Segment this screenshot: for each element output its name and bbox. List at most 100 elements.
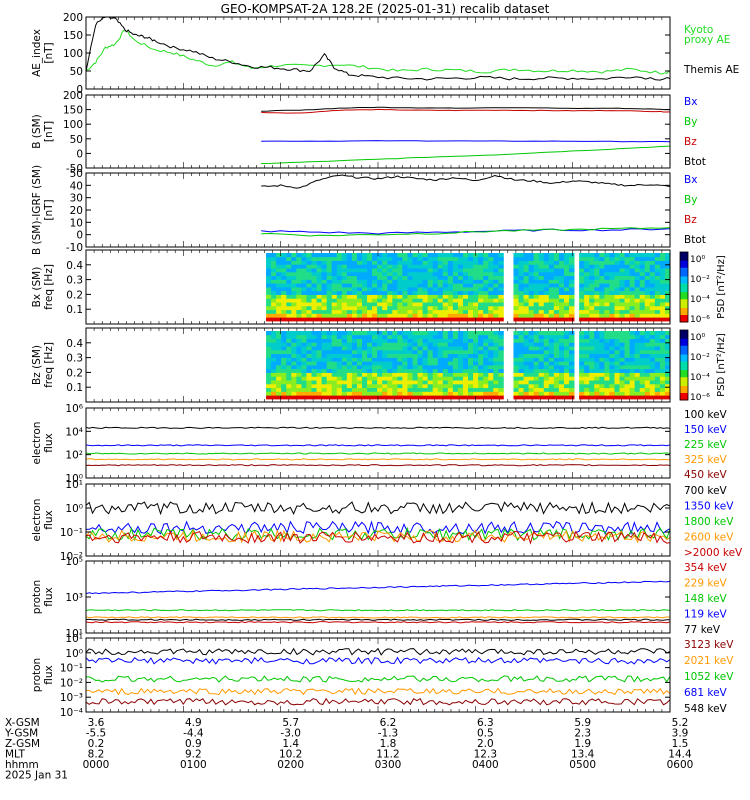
spectrogram-cell	[447, 342, 454, 347]
spectrogram-cell	[372, 309, 378, 314]
spectrogram-cell	[266, 334, 272, 339]
spectrogram-cell	[462, 395, 469, 400]
spectrogram-cell	[468, 298, 474, 303]
spectrogram-cell	[599, 357, 605, 362]
spectrogram-cell	[291, 298, 297, 303]
spectrogram-cell	[589, 253, 595, 258]
spectrogram-cell	[377, 302, 383, 307]
spectrogram-cell	[341, 305, 348, 311]
spectrogram-cell	[286, 376, 292, 381]
colorbar-band	[680, 280, 688, 283]
spectrogram-cell	[563, 294, 570, 299]
legend-entry: 225 keV	[684, 439, 728, 451]
spectrogram-cell	[659, 342, 666, 347]
spectrogram-cell	[533, 309, 540, 314]
spectrogram-cell	[291, 305, 297, 311]
spectrogram-cell	[498, 294, 504, 299]
spectrogram-cell	[351, 395, 358, 400]
spectrogram-cell	[447, 302, 454, 307]
spectrogram-cell	[493, 305, 499, 311]
spectrogram-cell	[589, 309, 595, 314]
spectrogram-cell	[306, 279, 312, 284]
spectrogram-cell	[356, 372, 363, 377]
spectrogram-cell	[579, 338, 585, 343]
spectrogram-cell	[563, 338, 570, 343]
spectrogram-cell	[584, 387, 590, 392]
spectrogram-cell	[569, 349, 575, 355]
spectrogram-cell	[664, 353, 671, 358]
spectrogram-cell	[498, 302, 504, 307]
spectrogram-cell	[437, 338, 444, 343]
spectrogram-cell	[639, 313, 646, 318]
spectrogram-cell	[538, 380, 545, 385]
spectrogram-cell	[291, 353, 297, 358]
spectrogram-cell	[452, 338, 459, 343]
spectrogram-cell	[462, 372, 469, 377]
spectrogram-cell	[266, 353, 272, 358]
spectrogram-cell	[563, 395, 570, 400]
spectrogram-cell	[427, 264, 434, 269]
colorbar-band	[680, 393, 688, 396]
spectrogram-cell	[634, 331, 641, 336]
spectrogram-cell	[609, 361, 615, 366]
spectrogram-cell	[468, 294, 474, 299]
spectrogram-cell	[604, 313, 610, 318]
spectrogram-cell	[447, 294, 454, 299]
spectrogram-cell	[422, 309, 429, 314]
spectrogram-cell	[346, 279, 353, 284]
spectrogram-cell	[387, 353, 393, 358]
spectrogram-cell	[422, 346, 429, 351]
spectrogram-cell	[407, 317, 413, 322]
spectrogram-cell	[432, 256, 439, 261]
spectrogram-cell	[397, 287, 403, 292]
colorbar-band	[680, 365, 688, 368]
spectrogram-cell	[301, 298, 307, 303]
spectrogram-cell	[346, 353, 353, 358]
spectrogram-cell	[422, 391, 429, 396]
spectrogram-cell	[336, 302, 343, 307]
spectrogram-cell	[397, 353, 403, 358]
colorbar-tick-label: 10⁻²	[690, 353, 710, 363]
spectrogram-cell	[473, 253, 479, 258]
spectrogram-cell	[367, 349, 373, 355]
legend-entry: Bx	[684, 174, 697, 186]
x-row-label: hhmm	[5, 759, 39, 771]
spectrogram-cell	[664, 302, 671, 307]
spectrogram-cell	[407, 253, 413, 258]
spectrogram-cell	[377, 346, 383, 351]
spectrogram-cell	[589, 376, 595, 381]
spectrogram-cell	[594, 368, 600, 373]
spectrogram-cell	[291, 372, 297, 377]
spectrogram-cell	[594, 305, 600, 311]
spectrogram-cell	[447, 260, 454, 265]
spectrogram-cell	[457, 357, 464, 362]
spectrogram-cell	[473, 395, 479, 400]
spectrogram-cell	[382, 268, 388, 273]
spectrogram-cell	[321, 294, 328, 299]
spectrogram-cell	[493, 287, 499, 292]
spectrogram-cell	[266, 287, 272, 292]
spectrogram-cell	[271, 376, 277, 381]
spectrogram-cell	[387, 305, 393, 311]
spectrogram-cell	[654, 387, 661, 392]
spectrogram-cell	[513, 376, 519, 381]
spectrogram-cell	[447, 357, 454, 362]
spectrogram-cell	[457, 338, 464, 343]
spectrogram-cell	[548, 279, 555, 284]
spectrogram-cell	[437, 313, 444, 318]
spectrogram-cell	[392, 361, 398, 366]
spectrogram-cell	[538, 395, 545, 400]
spectrogram-cell	[362, 283, 368, 288]
spectrogram-cell	[634, 357, 641, 362]
spectrogram-cell	[407, 283, 413, 288]
spectrogram-cell	[609, 256, 615, 261]
spectrogram-cell	[599, 372, 605, 377]
spectrogram-cell	[291, 317, 297, 322]
spectrogram-cell	[417, 260, 423, 265]
spectrogram-cell	[543, 383, 550, 389]
spectrogram-cell	[654, 331, 661, 336]
spectrogram-cell	[417, 264, 423, 269]
spectrogram-cell	[533, 368, 540, 373]
spectrogram-cell	[306, 256, 312, 261]
spectrogram-cell	[377, 264, 383, 269]
